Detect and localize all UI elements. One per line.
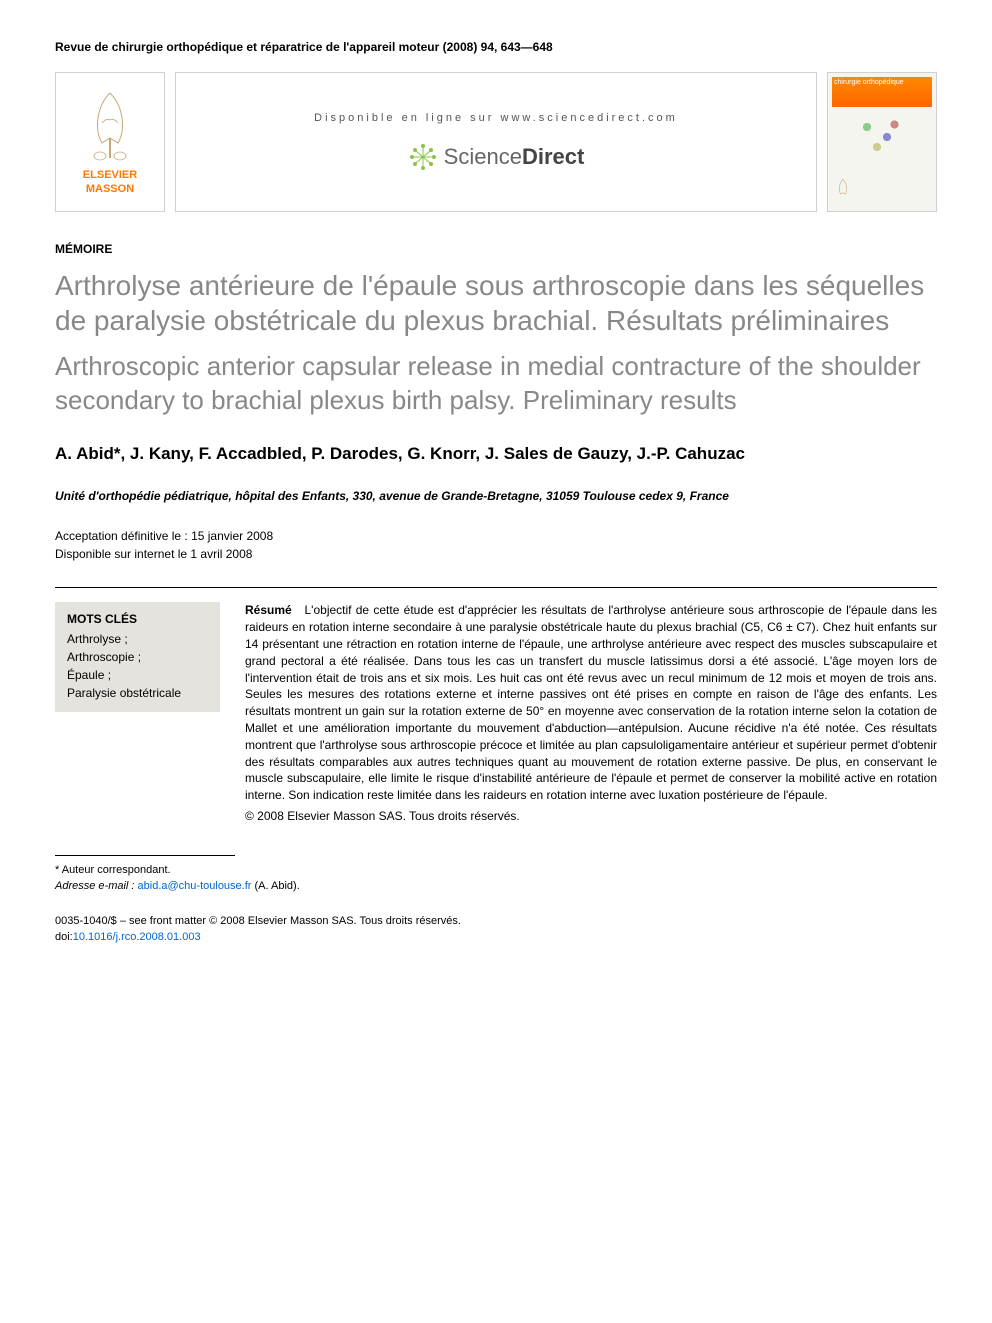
keywords-box: MOTS CLÉS Arthrolyse ; Arthroscopie ; Ép… <box>55 602 220 712</box>
corresponding-name: (A. Abid). <box>255 880 300 892</box>
abstract-section: MOTS CLÉS Arthrolyse ; Arthroscopie ; Ép… <box>55 587 937 824</box>
acceptance-date: Acceptation définitive le : 15 janvier 2… <box>55 527 937 545</box>
sciencedirect-logo: ScienceDirect <box>408 142 585 172</box>
publisher-logo: ELSEVIER MASSON <box>55 72 165 212</box>
author-list: A. Abid*, J. Kany, F. Accadbled, P. Daro… <box>55 442 937 466</box>
cover-header: chirurgie orthopédique <box>832 77 932 107</box>
publication-dates: Acceptation définitive le : 15 janvier 2… <box>55 527 937 563</box>
journal-citation: Revue de chirurgie orthopédique et répar… <box>55 40 937 54</box>
doi-label: doi: <box>55 931 73 943</box>
elsevier-tree-icon <box>80 88 140 163</box>
journal-cover-thumbnail: chirurgie orthopédique <box>827 72 937 212</box>
abstract-text: Résumé L'objectif de cette étude est d'a… <box>245 602 937 824</box>
header-banner: ELSEVIER MASSON Disponible en ligne sur … <box>55 72 937 212</box>
publication-footer: 0035-1040/$ – see front matter © 2008 El… <box>55 913 937 946</box>
article-title-french: Arthrolyse antérieure de l'épaule sous a… <box>55 268 937 338</box>
online-date: Disponible sur internet le 1 avril 2008 <box>55 545 937 563</box>
online-availability-text: Disponible en ligne sur www.sciencedirec… <box>314 112 678 124</box>
cover-publisher-icon <box>834 178 852 200</box>
abstract-label: Résumé <box>245 603 292 617</box>
corresponding-marker: * Auteur correspondant. <box>55 862 937 879</box>
issn-copyright-line: 0035-1040/$ – see front matter © 2008 El… <box>55 913 937 930</box>
keywords-list: Arthrolyse ; Arthroscopie ; Épaule ; Par… <box>67 630 208 702</box>
doi-link[interactable]: 10.1016/j.rco.2008.01.003 <box>73 931 201 943</box>
sciencedirect-burst-icon <box>408 142 438 172</box>
abstract-copyright: © 2008 Elsevier Masson SAS. Tous droits … <box>245 808 937 825</box>
sciencedirect-wordmark: ScienceDirect <box>444 144 585 170</box>
email-label: Adresse e-mail : <box>55 880 134 892</box>
cover-graphic <box>832 107 932 167</box>
sciencedirect-banner: Disponible en ligne sur www.sciencedirec… <box>175 72 817 212</box>
article-title-english: Arthroscopic anterior capsular release i… <box>55 350 937 418</box>
article-type-label: MÉMOIRE <box>55 242 937 256</box>
keywords-heading: MOTS CLÉS <box>67 612 208 626</box>
abstract-body: L'objectif de cette étude est d'apprécie… <box>245 603 937 802</box>
cover-footer <box>832 167 932 202</box>
corresponding-author-note: * Auteur correspondant. Adresse e-mail :… <box>55 862 937 895</box>
corresponding-email[interactable]: abid.a@chu-toulouse.fr <box>138 880 252 892</box>
footnote-divider <box>55 855 235 856</box>
publisher-name: ELSEVIER MASSON <box>83 169 137 195</box>
author-affiliation: Unité d'orthopédie pédiatrique, hôpital … <box>55 489 937 503</box>
